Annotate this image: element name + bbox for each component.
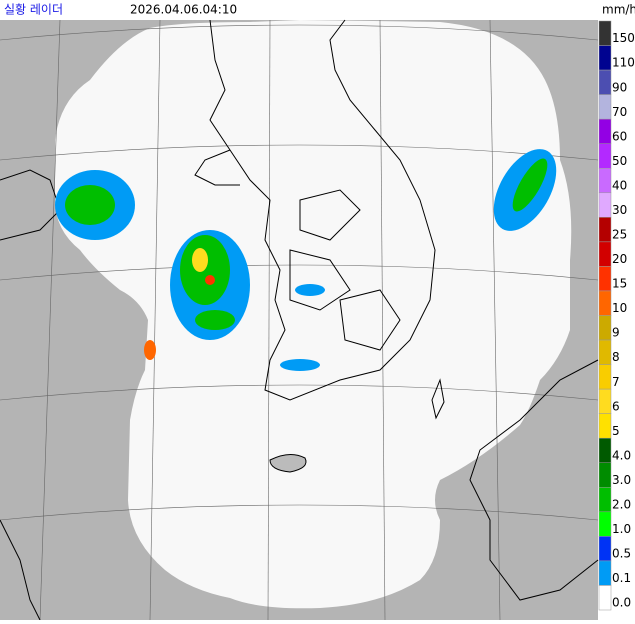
rain-area [280, 359, 320, 371]
timestamp: 2026.04.06.04:10 [130, 3, 237, 17]
rain-area [512, 158, 548, 212]
legend-label: 9 [612, 326, 620, 340]
legend-swatch [598, 339, 612, 365]
rain-area [205, 275, 215, 285]
legend-label: 8 [612, 350, 620, 364]
legend-label: 70 [612, 105, 627, 119]
precipitation [55, 149, 557, 371]
rain-area [65, 185, 115, 225]
radar-coverage [55, 20, 572, 609]
legend-label: 60 [612, 129, 627, 143]
legend-swatch [598, 462, 612, 488]
legend-label: 20 [612, 252, 627, 266]
legend-label: 0.5 [612, 547, 631, 561]
legend-swatch [598, 168, 612, 194]
lat-lon-grid [0, 19, 599, 621]
legend: 150 110 90 70 60 50 40 30 25 20 15 10 9 8 7 6 5 4.0 3.0 2.0… [598, 20, 635, 611]
title: 실황 레이더 [4, 3, 63, 17]
legend-label: 7 [612, 375, 620, 389]
rain-area [144, 340, 156, 360]
legend-swatch [598, 585, 612, 611]
legend-label: 0.0 [612, 596, 631, 610]
rain-area [192, 248, 208, 272]
legend-swatch [598, 290, 612, 316]
map [0, 19, 599, 621]
legend-label: 2.0 [612, 497, 631, 511]
rain-area [295, 284, 325, 296]
legend-swatch [598, 143, 612, 169]
legend-label: 50 [612, 154, 627, 168]
legend-label: 3.0 [612, 473, 631, 487]
legend-label: 10 [612, 301, 627, 315]
legend-swatch [598, 20, 612, 46]
legend-swatch [598, 69, 612, 95]
legend-label: 40 [612, 178, 627, 192]
legend-swatch [598, 315, 612, 341]
legend-swatch [598, 487, 612, 513]
legend-label: 30 [612, 203, 627, 217]
legend-swatch [598, 437, 612, 464]
legend-label: 15 [612, 277, 627, 291]
legend-label: 25 [612, 228, 627, 242]
legend-label: 150 [612, 31, 635, 45]
legend-label: 110 [612, 56, 635, 70]
coastlines [0, 19, 599, 621]
legend-swatch [598, 118, 612, 144]
legend-label: 1.0 [612, 522, 631, 536]
rain-area [180, 235, 230, 305]
legend-swatch [598, 364, 612, 390]
legend-swatch [598, 241, 612, 267]
rain-area [195, 310, 235, 330]
legend-swatch [598, 45, 612, 71]
legend-swatch [598, 192, 612, 218]
legend-swatch [598, 388, 612, 414]
legend-label: 5 [612, 424, 620, 438]
legend-swatch [598, 511, 612, 537]
legend-swatch [598, 94, 612, 120]
legend-label: 4.0 [612, 448, 631, 462]
legend-label: 6 [612, 399, 620, 413]
legend-swatch [598, 217, 612, 243]
legend-swatch [598, 266, 612, 292]
legend-swatch [598, 413, 612, 439]
legend-swatch [598, 536, 612, 562]
legend-swatch [598, 560, 612, 586]
legend-label: 90 [612, 80, 627, 94]
legend-unit: mm/h [602, 3, 635, 17]
legend-label: 0.1 [612, 571, 631, 585]
